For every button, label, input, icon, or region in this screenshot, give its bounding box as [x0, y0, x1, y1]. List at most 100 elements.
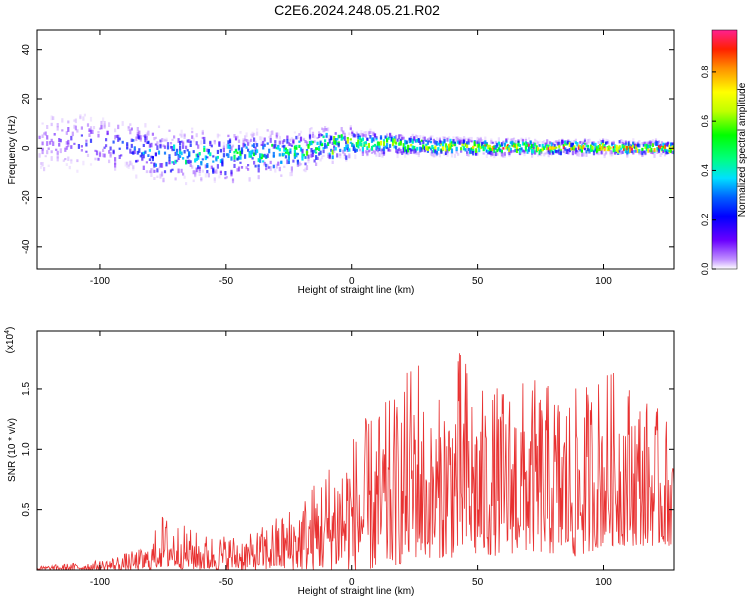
heatmap-cell: [197, 166, 200, 170]
heatmap-cell: [518, 144, 522, 148]
heatmap-cell: [219, 159, 222, 163]
heatmap-cell: [564, 150, 567, 155]
heatmap-cell: [401, 134, 404, 138]
heatmap-cell: [494, 144, 497, 150]
heatmap-cell: [245, 146, 248, 149]
heatmap-cell: [580, 149, 583, 153]
heatmap-cell: [213, 177, 216, 181]
heatmap-cell: [189, 140, 192, 144]
heatmap-cell: [423, 136, 426, 142]
heatmap-cell: [467, 147, 470, 152]
heatmap-cell: [222, 148, 225, 153]
heatmap-cell: [251, 144, 254, 147]
heatmap-cell: [46, 125, 49, 129]
heatmap-cell: [114, 128, 117, 133]
heatmap-cell: [429, 140, 432, 144]
heatmap-cell: [100, 120, 103, 126]
heatmap-cell: [487, 149, 490, 153]
heatmap-cell: [256, 128, 259, 131]
heatmap-cell: [86, 153, 90, 157]
heatmap-cell: [40, 162, 43, 165]
heatmap-cell: [290, 172, 293, 177]
heatmap-cell: [479, 145, 482, 150]
heatmap-cell: [240, 166, 244, 169]
heatmap-cell: [599, 138, 602, 141]
heatmap-cell: [213, 140, 216, 143]
heatmap-cell: [491, 151, 494, 156]
heatmap-cell: [609, 151, 612, 155]
heatmap-cell: [410, 149, 413, 154]
heatmap-cell: [245, 166, 248, 170]
heatmap-cell: [653, 142, 656, 145]
heatmap-cell: [373, 133, 377, 138]
heatmap-cell: [653, 148, 656, 152]
heatmap-cell: [478, 143, 481, 149]
heatmap-cell: [629, 140, 632, 146]
heatmap-cell: [287, 153, 290, 159]
heatmap-cell: [484, 141, 487, 146]
heatmap-cell: [272, 164, 275, 169]
heatmap-cell: [203, 145, 206, 148]
heatmap-cell: [376, 146, 380, 149]
heatmap-cell: [488, 151, 491, 154]
heatmap-cell: [660, 152, 664, 155]
heatmap-cell: [460, 139, 463, 145]
heatmap-cell: [602, 141, 605, 146]
heatmap-cell: [289, 151, 292, 154]
heatmap-cell: [361, 146, 364, 152]
heatmap-cell: [239, 161, 242, 164]
heatmap-cell: [639, 151, 642, 155]
heatmap-cell: [268, 166, 271, 169]
heatmap-cell: [183, 133, 186, 137]
heatmap-cell: [450, 152, 454, 158]
heatmap-cell: [210, 165, 213, 170]
heatmap-cell: [299, 130, 303, 134]
heatmap-cell: [571, 146, 574, 150]
heatmap-cell: [404, 139, 407, 145]
heatmap-cell: [189, 143, 192, 147]
heatmap-cell: [328, 134, 331, 140]
heatmap-cell: [384, 145, 387, 149]
heatmap-cell: [230, 156, 233, 161]
heatmap-cell: [328, 154, 331, 160]
heatmap-cell: [85, 139, 88, 142]
heatmap-cell: [538, 149, 541, 155]
heatmap-cell: [163, 139, 167, 142]
spec-xtick-label: 0: [349, 276, 355, 287]
heatmap-cell: [387, 147, 390, 152]
heatmap-cell: [612, 146, 615, 150]
heatmap-cell: [136, 150, 139, 155]
heatmap-cell: [67, 156, 70, 161]
heatmap-cell: [192, 150, 195, 154]
heatmap-cell: [582, 145, 585, 150]
heatmap-cell: [253, 132, 256, 136]
heatmap-cell: [428, 137, 431, 141]
heatmap-cell: [574, 141, 577, 145]
heatmap-cell: [145, 141, 148, 144]
heatmap-cell: [41, 134, 44, 138]
heatmap-cell: [197, 155, 200, 160]
heatmap-cell: [251, 149, 254, 155]
heatmap-cell: [446, 147, 449, 150]
heatmap-cell: [289, 138, 292, 142]
heatmap-cell: [559, 151, 562, 155]
heatmap-cell: [491, 141, 494, 144]
heatmap-cell: [384, 135, 387, 139]
heatmap-cell: [339, 135, 342, 138]
heatmap-cell: [556, 151, 559, 154]
heatmap-cell: [663, 151, 667, 157]
heatmap-cell: [142, 165, 145, 170]
heatmap-cell: [139, 137, 142, 142]
heatmap-cell: [186, 159, 189, 164]
heatmap-cell: [103, 146, 106, 149]
heatmap-cell: [467, 140, 470, 145]
heatmap-cell: [150, 168, 153, 173]
heatmap-cell: [381, 148, 384, 152]
heatmap-cell: [562, 150, 565, 153]
heatmap-cell: [528, 137, 531, 140]
heatmap-cell: [268, 148, 271, 154]
heatmap-cell: [547, 144, 550, 150]
heatmap-cell: [352, 144, 355, 148]
heatmap-cell: [310, 148, 313, 153]
heatmap-cell: [114, 157, 117, 162]
